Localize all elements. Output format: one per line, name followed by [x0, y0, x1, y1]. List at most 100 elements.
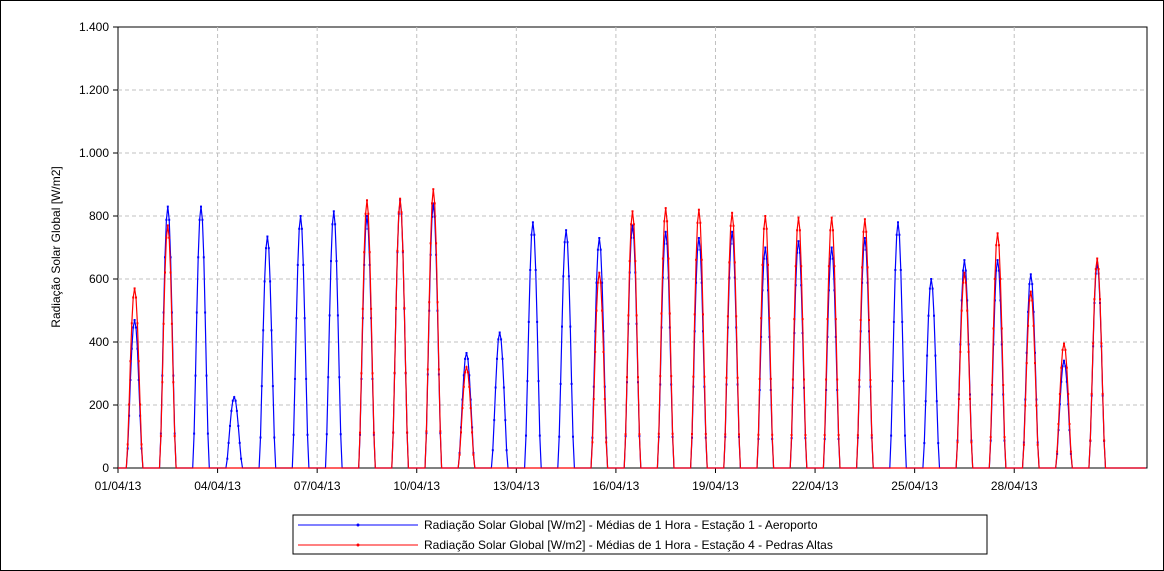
data-point — [165, 236, 168, 239]
x-tick-label: 22/04/13 — [792, 479, 839, 493]
data-point — [697, 237, 700, 239]
data-point — [1090, 392, 1093, 395]
data-point — [962, 281, 965, 284]
data-point — [836, 378, 839, 381]
data-point — [868, 319, 870, 321]
data-point — [368, 251, 371, 254]
gridlines — [113, 26, 1147, 473]
data-point — [859, 319, 862, 321]
data-point — [995, 269, 998, 272]
data-point — [1063, 342, 1065, 345]
x-tick-label: 13/04/13 — [493, 479, 540, 493]
data-point — [638, 433, 641, 436]
data-point — [468, 385, 471, 388]
data-point — [758, 377, 761, 380]
data-point — [230, 409, 233, 412]
data-point — [1025, 362, 1028, 365]
data-point — [993, 277, 996, 280]
data-point — [135, 296, 137, 299]
data-point — [558, 435, 561, 438]
data-point — [466, 371, 469, 374]
data-point — [699, 221, 702, 224]
data-point — [733, 261, 736, 264]
data-point — [263, 280, 266, 283]
data-point — [331, 223, 334, 226]
data-point — [596, 281, 599, 284]
data-point — [767, 289, 769, 292]
data-point — [367, 212, 370, 215]
data-point — [998, 244, 1000, 247]
data-point — [501, 357, 504, 360]
data-point — [201, 218, 204, 221]
y-tick-label: 1.200 — [79, 83, 109, 97]
data-point — [692, 375, 695, 378]
data-point — [436, 301, 439, 304]
data-point — [964, 269, 967, 272]
data-point — [335, 260, 338, 263]
data-point — [729, 224, 732, 227]
data-point — [537, 380, 540, 383]
data-point — [1032, 310, 1035, 313]
data-point — [292, 433, 295, 436]
data-point — [870, 434, 873, 437]
data-point — [969, 398, 971, 400]
data-point — [957, 398, 960, 400]
data-point — [259, 436, 262, 439]
y-tick-label: 200 — [89, 398, 109, 412]
data-point — [538, 434, 541, 437]
data-point — [137, 379, 140, 381]
data-point — [765, 257, 768, 260]
data-point — [431, 202, 433, 205]
data-point — [724, 433, 727, 436]
data-point — [725, 376, 728, 379]
data-point — [1061, 348, 1064, 351]
data-point — [928, 287, 931, 290]
data-point — [265, 247, 267, 250]
data-point — [866, 266, 869, 269]
data-point — [635, 314, 638, 317]
data-point — [1031, 299, 1034, 302]
data-point — [691, 433, 693, 435]
data-point — [165, 218, 168, 221]
data-point — [793, 318, 796, 321]
data-point — [267, 247, 270, 250]
data-point — [262, 329, 265, 332]
data-point — [462, 385, 465, 388]
data-point — [567, 275, 570, 278]
x-tick-labels: 01/04/13 04/04/13 07/04/13 10/04/13 13/04/13… — [95, 479, 1038, 493]
data-point — [771, 433, 774, 436]
data-point — [437, 368, 440, 371]
data-point — [825, 378, 828, 381]
data-point — [400, 211, 403, 214]
data-point — [989, 436, 992, 439]
data-point — [566, 241, 569, 244]
data-point — [592, 398, 595, 400]
data-point — [960, 309, 963, 312]
data-point — [931, 287, 934, 290]
data-point — [205, 374, 208, 377]
data-point — [169, 271, 172, 274]
data-point — [663, 242, 666, 245]
data-point — [330, 260, 332, 263]
data-point — [392, 431, 395, 434]
data-point — [1036, 443, 1039, 446]
data-point — [757, 433, 760, 436]
data-point — [164, 256, 166, 259]
data-point — [133, 319, 136, 321]
data-point — [204, 311, 207, 314]
y-tick-label: 0 — [102, 461, 109, 475]
data-point — [796, 229, 799, 232]
data-point — [603, 398, 606, 400]
data-point — [129, 360, 132, 363]
data-point — [572, 435, 574, 438]
data-point — [996, 232, 999, 235]
data-point — [798, 251, 801, 254]
legend: Radiação Solar Global [W/m2] - Médias de… — [292, 514, 988, 555]
data-point — [395, 306, 397, 309]
data-point — [334, 223, 337, 226]
data-point — [464, 357, 467, 360]
data-point — [494, 386, 497, 389]
y-tick-label: 1.400 — [79, 20, 109, 34]
data-point — [993, 299, 996, 302]
data-point — [534, 269, 537, 271]
